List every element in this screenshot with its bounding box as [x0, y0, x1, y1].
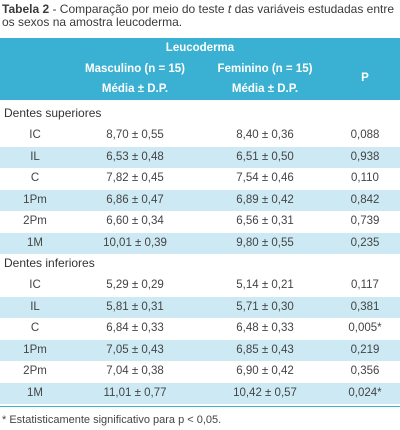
header-group-label: Leucoderma — [165, 42, 235, 54]
row-label: 2Pm — [23, 365, 47, 378]
table-row: C 7,82 ± 0,45 7,54 ± 0,46 0,110 — [0, 168, 400, 189]
cell-masculino: 6,86 ± 0,47 — [106, 193, 164, 206]
header-columns-row: Masculino (n = 15) Feminino (n = 15) P M… — [0, 58, 400, 100]
cell-feminino: 10,42 ± 0,57 — [233, 387, 297, 399]
cell-p-value: 0,739 — [350, 215, 380, 228]
cell-feminino: 6,48 ± 0,33 — [236, 322, 294, 335]
caption-text-after: das variáveis estudadas entre os sexos n… — [2, 2, 395, 29]
table-row: 1Pm 6,86 ± 0,47 6,89 ± 0,42 0,842 — [0, 189, 400, 211]
row-label: 2Pm — [23, 215, 47, 228]
row-label: IC — [29, 129, 41, 141]
row-label: 1M — [27, 387, 43, 399]
header-col-masculino: Masculino (n = 15) — [84, 63, 185, 75]
caption-label: Tabela 2 — [2, 2, 50, 16]
table-row: IL 5,81 ± 0,31 5,71 ± 0,30 0,381 — [0, 296, 400, 318]
cell-feminino: 6,85 ± 0,43 — [236, 343, 294, 356]
table-footnote: * Estatisticamente significativo para p … — [2, 414, 222, 426]
row-label: IL — [30, 150, 40, 163]
cell-feminino: 6,90 ± 0,42 — [236, 365, 294, 378]
table-caption: Tabela 2 - Comparação por meio do teste … — [2, 3, 398, 29]
cell-feminino: 5,71 ± 0,30 — [236, 300, 294, 313]
cell-masculino: 6,84 ± 0,33 — [106, 322, 164, 335]
row-label: 1M — [27, 237, 43, 249]
cell-masculino: 6,60 ± 0,34 — [106, 215, 164, 228]
cell-masculino: 5,81 ± 0,31 — [106, 300, 164, 313]
caption-t-symbol: t — [227, 2, 232, 16]
cell-p-value: 0,938 — [350, 150, 380, 163]
cell-feminino: 9,80 ± 0,55 — [236, 237, 294, 249]
cell-p-value: 0,235 — [350, 237, 380, 249]
cell-feminino: 5,14 ± 0,21 — [236, 279, 294, 291]
table-bottom-rule — [0, 406, 400, 407]
row-label: 1Pm — [23, 193, 47, 206]
cell-p-value: 0,356 — [350, 365, 380, 378]
cell-masculino: 7,05 ± 0,43 — [106, 343, 164, 356]
table-row: IC 5,29 ± 0,29 5,14 ± 0,21 0,117 — [0, 275, 400, 296]
cell-p-value: 0,088 — [350, 129, 380, 141]
header-sub-masculino: Média ± D.P. — [101, 83, 169, 95]
cell-masculino: 8,70 ± 0,55 — [106, 129, 164, 141]
header-sub-feminino: Média ± D.P. — [231, 83, 299, 95]
table-row: 2Pm 6,60 ± 0,34 6,56 ± 0,31 0,739 — [0, 211, 400, 232]
cell-p-value: 0,024* — [348, 387, 382, 399]
table-row: 1M 11,01 ± 0,77 10,42 ± 0,57 0,024* — [0, 383, 400, 404]
table-row: C 6,84 ± 0,33 6,48 ± 0,33 0,005* — [0, 318, 400, 339]
group-title: Dentes inferiores — [4, 256, 95, 270]
cell-p-value: 0,381 — [350, 300, 380, 313]
group-title: Dentes superiores — [4, 106, 102, 120]
row-label: C — [30, 172, 40, 185]
row-label: IC — [29, 279, 41, 291]
cell-masculino: 5,29 ± 0,29 — [106, 279, 164, 291]
cell-feminino: 6,56 ± 0,31 — [236, 215, 294, 228]
cell-feminino: 7,54 ± 0,46 — [236, 172, 294, 185]
cell-feminino: 6,89 ± 0,42 — [236, 193, 294, 206]
cell-p-value: 0,842 — [350, 193, 380, 206]
header-col-feminino: Feminino (n = 15) — [217, 63, 313, 75]
cell-p-value: 0,117 — [351, 279, 379, 291]
header-group-row: Leucoderma — [0, 38, 400, 58]
table-row: IL 6,53 ± 0,48 6,51 ± 0,50 0,938 — [0, 146, 400, 168]
cell-feminino: 6,51 ± 0,50 — [236, 150, 294, 163]
row-label: C — [30, 322, 40, 335]
cell-p-value: 0,005* — [348, 322, 382, 335]
cell-feminino: 8,40 ± 0,36 — [236, 129, 294, 141]
cell-masculino: 11,01 ± 0,77 — [103, 387, 167, 399]
cell-masculino: 7,82 ± 0,45 — [106, 172, 164, 185]
cell-masculino: 6,53 ± 0,48 — [106, 150, 164, 163]
cell-p-value: 0,110 — [351, 172, 379, 185]
table-row: 1Pm 7,05 ± 0,43 6,85 ± 0,43 0,219 — [0, 339, 400, 361]
cell-masculino: 10,01 ± 0,39 — [103, 237, 167, 249]
cell-p-value: 0,219 — [350, 343, 380, 356]
header-col-p: P — [361, 72, 369, 84]
table-row: 2Pm 7,04 ± 0,38 6,90 ± 0,42 0,356 — [0, 361, 400, 382]
row-label: 1Pm — [23, 343, 47, 356]
table-row: IC 8,70 ± 0,55 8,40 ± 0,36 0,088 — [0, 125, 400, 146]
cell-masculino: 7,04 ± 0,38 — [106, 365, 164, 378]
caption-text-before: - Comparação por meio do teste — [49, 2, 228, 16]
table-row: 1M 10,01 ± 0,39 9,80 ± 0,55 0,235 — [0, 233, 400, 254]
row-label: IL — [30, 300, 40, 313]
